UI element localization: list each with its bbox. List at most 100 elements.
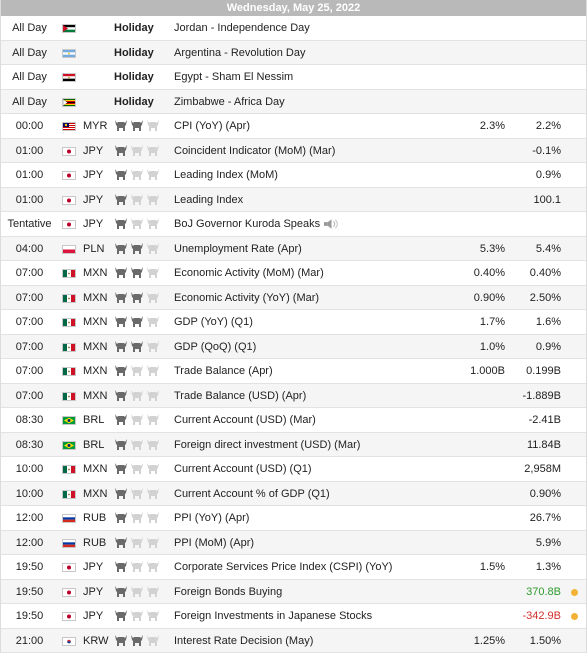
event-name[interactable]: Current Account (USD) (Q1)	[174, 457, 464, 481]
calendar-row[interactable]: 04:00 PLN Unemployment Rate (Apr) 5.3% 5.4%	[1, 236, 586, 261]
event-name[interactable]: BoJ Governor Kuroda Speaks	[174, 212, 464, 236]
event-name-text[interactable]: Foreign direct investment (USD) (Mar)	[174, 438, 361, 451]
event-name-text[interactable]: Current Account (USD) (Q1)	[174, 463, 312, 475]
bull-icon	[146, 291, 160, 304]
calendar-row[interactable]: All Day Holiday Jordan - Independence Day	[1, 16, 586, 41]
event-name-text[interactable]: Interest Rate Decision (May)	[174, 634, 314, 647]
event-name-text[interactable]: GDP (QoQ) (Q1)	[174, 340, 257, 353]
bull-icon	[114, 168, 128, 181]
event-name[interactable]: Foreign Bonds Buying	[174, 580, 464, 604]
calendar-row[interactable]: 00:00 MYR CPI (YoY) (Apr) 2.3% 2.2%	[1, 114, 586, 139]
event-name-text[interactable]: BoJ Governor Kuroda Speaks	[174, 218, 321, 230]
event-name[interactable]: GDP (QoQ) (Q1)	[174, 335, 464, 359]
calendar-row[interactable]: Tentative JPY BoJ Governor Kuroda Speaks	[1, 212, 586, 237]
event-name[interactable]: Jordan - Independence Day	[174, 16, 464, 40]
bull-icon	[114, 609, 128, 622]
event-name-text[interactable]: Zimbabwe - Africa Day	[174, 95, 285, 108]
calendar-row[interactable]: 10:00 MXN Current Account % of GDP (Q1) 0.9…	[1, 481, 586, 506]
mexico-flag-icon	[62, 269, 76, 278]
event-name-text[interactable]: Leading Index (MoM)	[174, 169, 278, 181]
event-name[interactable]: Argentina - Revolution Day	[174, 41, 464, 65]
calendar-row[interactable]: 21:00 KRW Interest Rate Decision (May) 1.25…	[1, 628, 586, 653]
calendar-row[interactable]: 07:00 MXN Trade Balance (Apr) 1.000B 0.199B	[1, 359, 586, 384]
calendar-row[interactable]: 19:50 JPY Corporate Services Price Index (…	[1, 555, 586, 580]
calendar-row[interactable]: 07:00 MXN Economic Activity (MoM) (Mar) 0.4…	[1, 261, 586, 286]
event-name-text[interactable]: PPI (YoY) (Apr)	[174, 512, 250, 524]
event-name[interactable]: Trade Balance (USD) (Apr)	[174, 384, 464, 408]
event-name-text[interactable]: Leading Index	[174, 193, 244, 206]
calendar-row[interactable]: 07:00 MXN Economic Activity (YoY) (Mar) 0.9…	[1, 285, 586, 310]
bull-icon	[130, 242, 144, 255]
event-name-text[interactable]: Corporate Services Price Index (CSPI) (Y…	[174, 561, 393, 573]
event-name-text[interactable]: Economic Activity (YoY) (Mar)	[174, 291, 320, 304]
bull-icon	[146, 511, 160, 524]
calendar-row[interactable]: 12:00 RUB PPI (YoY) (Apr) 26.7%	[1, 506, 586, 531]
event-name[interactable]: Foreign Investments in Japanese Stocks	[174, 604, 464, 628]
event-name[interactable]: Economic Activity (MoM) (Mar)	[174, 261, 464, 285]
bull-icon	[114, 217, 128, 230]
holiday-label: Holiday	[114, 46, 154, 59]
event-name-text[interactable]: Trade Balance (Apr)	[174, 365, 273, 377]
event-name-text[interactable]: Argentina - Revolution Day	[174, 46, 306, 59]
event-name-text[interactable]: Unemployment Rate (Apr)	[174, 242, 302, 255]
calendar-row[interactable]: All Day Holiday Egypt - Sham El Nessim	[1, 65, 586, 90]
event-name-text[interactable]: GDP (YoY) (Q1)	[174, 316, 253, 328]
event-name[interactable]: PPI (YoY) (Apr)	[174, 506, 464, 530]
calendar-row[interactable]: 01:00 JPY Leading Index 100.1	[1, 187, 586, 212]
event-name-text[interactable]: Economic Activity (MoM) (Mar)	[174, 267, 324, 279]
bull-icon	[114, 266, 128, 279]
event-name[interactable]: Corporate Services Price Index (CSPI) (Y…	[174, 555, 464, 579]
calendar-row[interactable]: 08:30 BRL Current Account (USD) (Mar) -2.41…	[1, 408, 586, 433]
japan-flag-icon	[62, 220, 76, 229]
event-name[interactable]: Coincident Indicator (MoM) (Mar)	[174, 139, 464, 163]
event-name-text[interactable]: Current Account (USD) (Mar)	[174, 414, 316, 426]
event-name[interactable]: Zimbabwe - Africa Day	[174, 90, 464, 114]
event-name[interactable]: CPI (YoY) (Apr)	[174, 114, 464, 138]
event-name[interactable]: Current Account (USD) (Mar)	[174, 408, 464, 432]
calendar-row[interactable]: All Day Holiday Argentina - Revolution Day	[1, 40, 586, 65]
event-name[interactable]: Interest Rate Decision (May)	[174, 629, 464, 653]
event-name-text[interactable]: Foreign Bonds Buying	[174, 585, 283, 598]
event-name-text[interactable]: Trade Balance (USD) (Apr)	[174, 389, 307, 402]
bull-icon	[130, 291, 144, 304]
currency-code: JPY	[83, 169, 104, 181]
calendar-row[interactable]: All Day Holiday Zimbabwe - Africa Day	[1, 89, 586, 114]
event-time: 07:00	[15, 389, 44, 402]
event-name-text[interactable]: Coincident Indicator (MoM) (Mar)	[174, 144, 336, 157]
event-name[interactable]: GDP (YoY) (Q1)	[174, 310, 464, 334]
event-name-text[interactable]: Foreign Investments in Japanese Stocks	[174, 610, 373, 622]
bull-icon	[114, 438, 128, 451]
calendar-row[interactable]: 19:50 JPY Foreign Investments in Japanese …	[1, 604, 586, 629]
event-name[interactable]: Leading Index	[174, 188, 464, 212]
calendar-row[interactable]: 19:50 JPY Foreign Bonds Buying 370.8B	[1, 579, 586, 604]
calendar-row[interactable]: 07:00 MXN GDP (QoQ) (Q1) 1.0% 0.9%	[1, 334, 586, 359]
bull-icon	[114, 413, 128, 426]
bull-icon	[146, 438, 160, 451]
event-name[interactable]: Egypt - Sham El Nessim	[174, 65, 464, 89]
event-name-text[interactable]: Egypt - Sham El Nessim	[174, 71, 294, 83]
event-name-text[interactable]: Jordan - Independence Day	[174, 22, 310, 34]
calendar-row[interactable]: 01:00 JPY Coincident Indicator (MoM) (Mar)…	[1, 138, 586, 163]
event-name[interactable]: Current Account % of GDP (Q1)	[174, 482, 464, 506]
event-time: 01:00	[15, 169, 44, 181]
bull-icon	[130, 389, 144, 402]
event-name[interactable]: Trade Balance (Apr)	[174, 359, 464, 383]
calendar-row[interactable]: 07:00 MXN Trade Balance (USD) (Apr) -1.889B	[1, 383, 586, 408]
mexico-flag-icon	[62, 465, 76, 474]
event-name[interactable]: Foreign direct investment (USD) (Mar)	[174, 433, 464, 457]
calendar-row[interactable]: 01:00 JPY Leading Index (MoM) 0.9%	[1, 163, 586, 188]
event-name[interactable]: PPI (MoM) (Apr)	[174, 531, 464, 555]
calendar-row[interactable]: 10:00 MXN Current Account (USD) (Q1) 2,958M	[1, 457, 586, 482]
event-name[interactable]: Economic Activity (YoY) (Mar)	[174, 286, 464, 310]
bull-icon	[114, 119, 128, 132]
event-name[interactable]: Leading Index (MoM)	[174, 163, 464, 187]
bull-icon	[146, 487, 160, 500]
event-name[interactable]: Unemployment Rate (Apr)	[174, 237, 464, 261]
calendar-row[interactable]: 07:00 MXN GDP (YoY) (Q1) 1.7% 1.6%	[1, 310, 586, 335]
importance-rating	[114, 384, 162, 408]
calendar-row[interactable]: 12:00 RUB PPI (MoM) (Apr) 5.9%	[1, 530, 586, 555]
event-name-text[interactable]: Current Account % of GDP (Q1)	[174, 487, 330, 500]
event-name-text[interactable]: PPI (MoM) (Apr)	[174, 536, 255, 549]
event-name-text[interactable]: CPI (YoY) (Apr)	[174, 120, 251, 132]
calendar-row[interactable]: 08:30 BRL Foreign direct investment (USD) …	[1, 432, 586, 457]
